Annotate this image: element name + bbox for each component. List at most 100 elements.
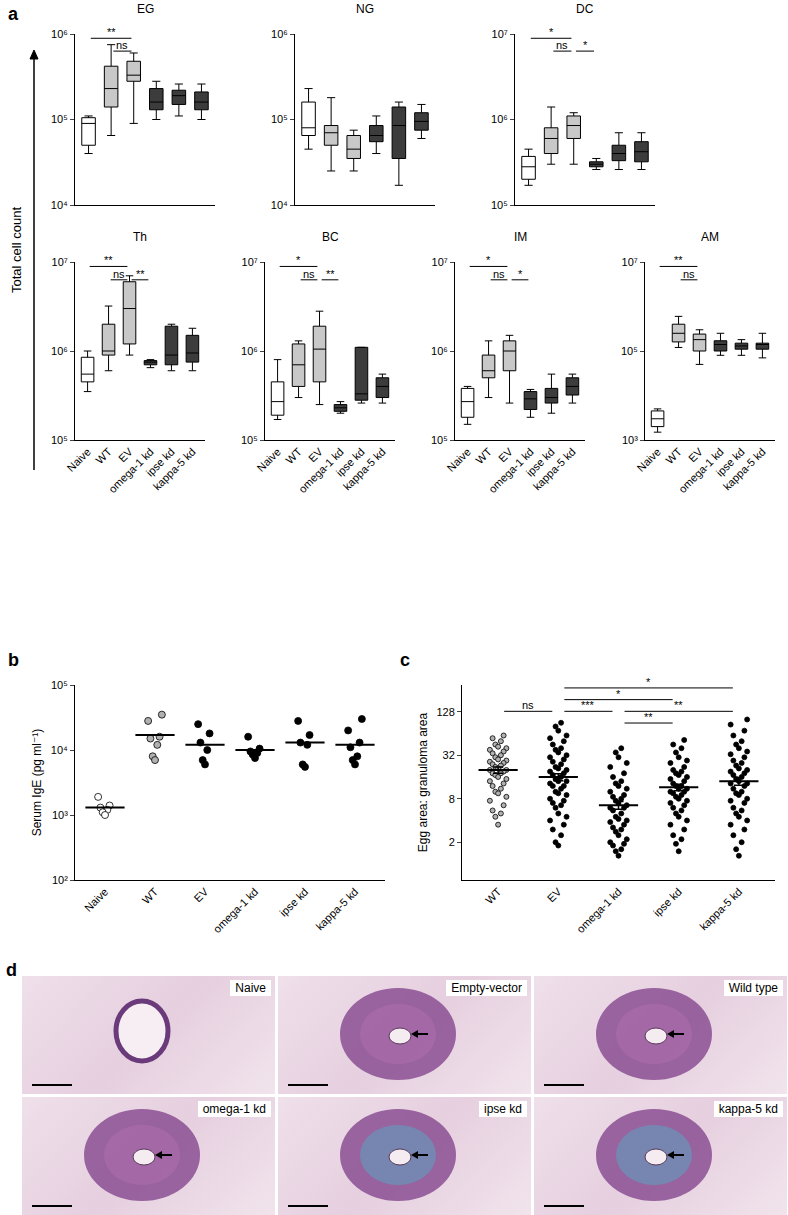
svg-text:Naive: Naive	[65, 446, 93, 474]
svg-text:WT: WT	[283, 445, 304, 466]
svg-text:10⁵: 10⁵	[621, 345, 638, 357]
svg-text:10⁶: 10⁶	[491, 113, 508, 125]
svg-text:10⁴: 10⁴	[271, 199, 288, 211]
svg-text:8: 8	[449, 793, 455, 805]
svg-text:10³: 10³	[622, 434, 638, 446]
svg-text:10⁷: 10⁷	[52, 256, 68, 268]
svg-text:omega-1 kd: omega-1 kd	[296, 446, 346, 496]
svg-text:*: *	[486, 254, 491, 266]
svg-text:10³: 10³	[52, 809, 68, 821]
svg-text:10⁷: 10⁷	[242, 256, 258, 268]
svg-text:10⁵: 10⁵	[491, 199, 508, 211]
svg-text:ns: ns	[116, 39, 128, 51]
svg-text:10²: 10²	[52, 874, 68, 886]
svg-text:a: a	[8, 4, 19, 24]
svg-text:omega-1 kd: omega-1 kd	[676, 446, 726, 496]
svg-text:c: c	[400, 650, 410, 670]
svg-text:ns: ns	[303, 268, 315, 280]
svg-text:**: **	[104, 254, 113, 266]
svg-text:**: **	[674, 699, 683, 711]
svg-text:BC: BC	[322, 230, 339, 244]
svg-text:10⁶: 10⁶	[431, 345, 448, 357]
svg-text:b: b	[8, 650, 19, 670]
svg-text:EV: EV	[496, 445, 515, 464]
svg-text:ns: ns	[556, 39, 568, 51]
svg-text:ipse kd: ipse kd	[334, 446, 367, 479]
svg-text:Egg area: granuloma area: Egg area: granuloma area	[416, 712, 430, 852]
svg-text:NG: NG	[356, 2, 374, 16]
svg-text:Th: Th	[133, 230, 147, 244]
svg-text:10⁵: 10⁵	[51, 434, 68, 446]
svg-text:*: *	[518, 268, 523, 280]
svg-text:WT: WT	[663, 445, 684, 466]
svg-text:Total cell count: Total cell count	[9, 207, 24, 293]
svg-text:EV: EV	[116, 445, 135, 464]
svg-text:ns: ns	[493, 268, 505, 280]
svg-text:ipse kd: ipse kd	[714, 446, 747, 479]
svg-text:EG: EG	[137, 2, 154, 16]
svg-text:10⁵: 10⁵	[241, 434, 258, 446]
svg-text:***: ***	[581, 699, 595, 711]
svg-text:2: 2	[449, 836, 455, 848]
svg-text:WT: WT	[140, 885, 161, 906]
svg-text:kappa-5 kd: kappa-5 kd	[341, 446, 388, 493]
svg-text:*: *	[583, 39, 588, 51]
svg-text:ns: ns	[683, 268, 695, 280]
svg-text:10⁵: 10⁵	[431, 434, 448, 446]
svg-text:Naive: Naive	[82, 886, 110, 914]
svg-text:kappa-5 kd: kappa-5 kd	[697, 886, 744, 933]
svg-text:IM: IM	[514, 230, 527, 244]
svg-text:WT: WT	[93, 445, 114, 466]
svg-text:omega-1 kd: omega-1 kd	[211, 886, 261, 936]
svg-text:10⁶: 10⁶	[241, 345, 258, 357]
svg-text:*: *	[296, 254, 301, 266]
svg-text:EV: EV	[545, 885, 564, 904]
svg-text:*: *	[549, 26, 554, 38]
svg-text:ipse kd: ipse kd	[524, 446, 557, 479]
svg-text:AM: AM	[701, 230, 719, 244]
svg-text:Naive: Naive	[255, 446, 283, 474]
svg-text:kappa-5 kd: kappa-5 kd	[721, 446, 768, 493]
svg-text:128: 128	[436, 706, 454, 718]
svg-text:10⁶: 10⁶	[271, 28, 288, 40]
svg-text:EV: EV	[686, 445, 705, 464]
svg-text:**: **	[107, 26, 116, 38]
svg-text:omega-1 kd: omega-1 kd	[106, 446, 156, 496]
svg-text:kappa-5 kd: kappa-5 kd	[531, 446, 578, 493]
svg-text:10⁶: 10⁶	[51, 28, 68, 40]
svg-text:WT: WT	[473, 445, 494, 466]
svg-text:ipse kd: ipse kd	[651, 886, 684, 919]
svg-text:omega-1 kd: omega-1 kd	[486, 446, 536, 496]
svg-text:**: **	[644, 711, 653, 723]
svg-text:10⁷: 10⁷	[492, 28, 508, 40]
svg-text:32: 32	[443, 749, 455, 761]
svg-text:10⁴: 10⁴	[51, 199, 68, 211]
svg-text:DC: DC	[576, 2, 594, 16]
svg-text:10⁵: 10⁵	[51, 113, 68, 125]
svg-text:*: *	[646, 676, 651, 688]
svg-text:EV: EV	[306, 445, 325, 464]
svg-text:*: *	[616, 688, 621, 700]
svg-text:10⁵: 10⁵	[271, 113, 288, 125]
svg-text:kappa-5 kd: kappa-5 kd	[313, 886, 360, 933]
svg-text:Naive: Naive	[445, 446, 473, 474]
html-text:Naive: Naive	[235, 981, 266, 995]
svg-text:omega-1 kd: omega-1 kd	[574, 886, 624, 936]
svg-text:ipse kd: ipse kd	[277, 886, 310, 919]
svg-text:ns: ns	[522, 699, 534, 711]
svg-text:10⁶: 10⁶	[51, 345, 68, 357]
svg-text:10⁷: 10⁷	[432, 256, 448, 268]
svg-text:ipse kd: ipse kd	[144, 446, 177, 479]
svg-text:Naive: Naive	[635, 446, 663, 474]
svg-text:10⁷: 10⁷	[622, 256, 638, 268]
svg-text:10⁵: 10⁵	[51, 679, 68, 691]
svg-text:**: **	[674, 254, 683, 266]
svg-text:**: **	[326, 268, 335, 280]
svg-text:10⁴: 10⁴	[51, 744, 68, 756]
svg-text:WT: WT	[483, 885, 504, 906]
svg-text:kappa-5 kd: kappa-5 kd	[151, 446, 198, 493]
svg-text:Serum IgE (pg ml⁻¹): Serum IgE (pg ml⁻¹)	[30, 729, 44, 837]
svg-text:ns: ns	[113, 268, 125, 280]
svg-text:**: **	[136, 268, 145, 280]
svg-text:EV: EV	[191, 885, 210, 904]
